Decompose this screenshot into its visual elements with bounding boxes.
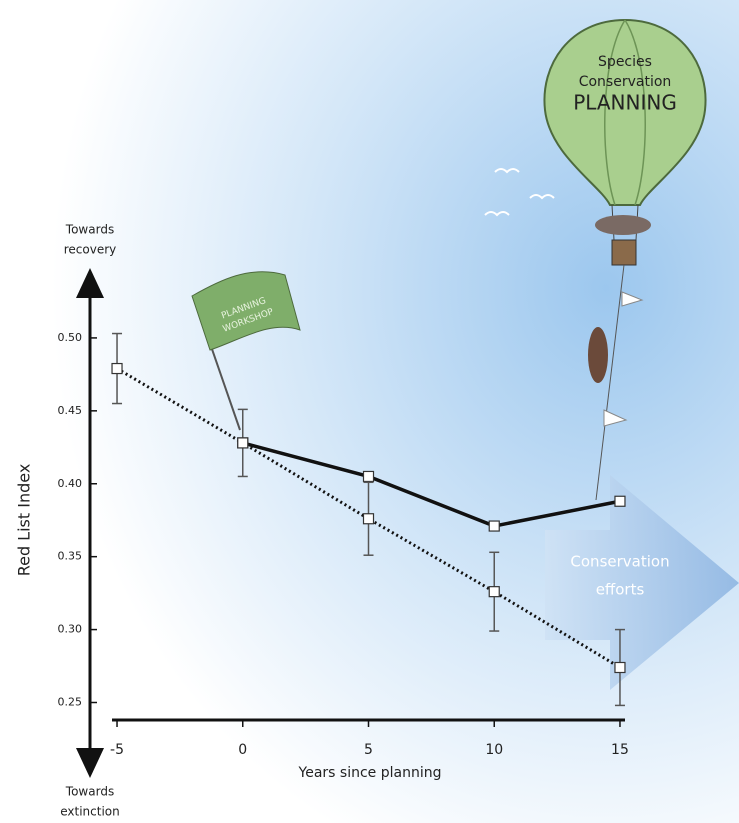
- point-marker: [362, 513, 375, 525]
- birds: [484, 168, 555, 217]
- x-tick-label: 5: [364, 742, 373, 758]
- top-label: Towards: [65, 223, 114, 237]
- annotation-line: Conservation: [579, 74, 672, 90]
- arrow-label: efforts: [596, 581, 645, 599]
- bottom-label: Towards: [65, 785, 114, 799]
- point-marker: [488, 520, 500, 532]
- x-tick-label: 10: [485, 742, 503, 758]
- y-tick-label: 0.30: [58, 623, 83, 636]
- arrow-text: Conservation efforts: [570, 553, 669, 599]
- point-marker: [614, 661, 626, 674]
- bottom-label: extinction: [60, 805, 120, 819]
- annotation-line: Species: [598, 54, 652, 70]
- y-tick-label: 0.35: [58, 550, 83, 563]
- y-tick-label: 0.45: [58, 404, 83, 417]
- y-tick-label: 0.50: [58, 331, 83, 344]
- point-marker: [362, 470, 375, 483]
- point-marker: [614, 495, 626, 507]
- y-arrow-down: [76, 748, 104, 778]
- series-line: [242, 441, 621, 528]
- point-marker: [111, 362, 123, 375]
- efforts-arrow: [545, 475, 739, 690]
- arrow-label: Conservation: [570, 553, 669, 571]
- y-tick-label: 0.25: [58, 696, 83, 709]
- y-arrow-up: [76, 268, 104, 298]
- point-marker: [237, 437, 249, 449]
- y-axis-title: Red List Index: [15, 464, 34, 577]
- point-marker: [488, 586, 500, 598]
- x-axis-title: Years since planning: [298, 765, 442, 781]
- balloon: [543, 18, 707, 501]
- x-tick-label: 0: [238, 742, 247, 758]
- top-label: recovery: [64, 243, 117, 257]
- y-tick-label: 0.40: [58, 477, 83, 490]
- workshop-flag: [191, 271, 301, 431]
- x-tick-label: -5: [110, 742, 124, 758]
- annotation-line: PLANNING: [573, 91, 677, 115]
- x-tick-label: 15: [611, 742, 629, 758]
